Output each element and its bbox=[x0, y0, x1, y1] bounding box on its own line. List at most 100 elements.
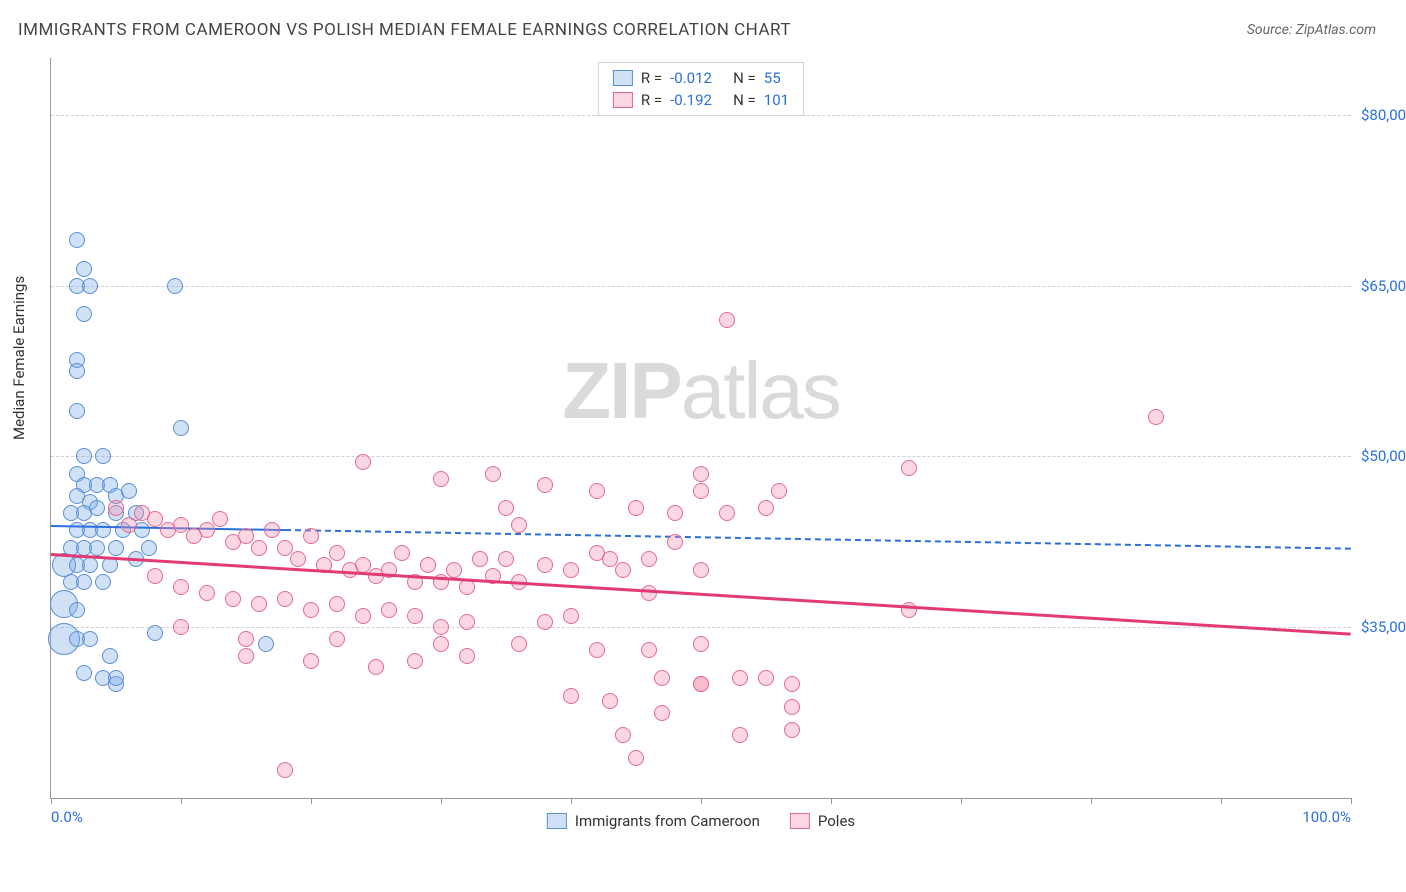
data-point-cameroon bbox=[95, 574, 111, 590]
legend-r-label: R = bbox=[641, 67, 662, 89]
data-point-poles bbox=[537, 614, 553, 630]
gridline bbox=[51, 627, 1351, 628]
data-point-poles bbox=[602, 551, 618, 567]
data-point-poles bbox=[173, 579, 189, 595]
data-point-cameroon bbox=[82, 557, 98, 573]
data-point-poles bbox=[784, 676, 800, 692]
legend-swatch-cameroon bbox=[613, 70, 633, 86]
data-point-cameroon bbox=[89, 500, 105, 516]
data-point-poles bbox=[329, 596, 345, 612]
chart-title: IMMIGRANTS FROM CAMEROON VS POLISH MEDIA… bbox=[18, 20, 791, 40]
legend-correlation-box: R =-0.012N =55R =-0.192N =101 bbox=[598, 62, 804, 116]
y-tick-label: $35,000 bbox=[1361, 618, 1406, 636]
data-point-poles bbox=[771, 483, 787, 499]
data-point-poles bbox=[589, 483, 605, 499]
data-point-poles bbox=[277, 591, 293, 607]
data-point-poles bbox=[589, 642, 605, 658]
watermark-text: ZIPatlas bbox=[562, 345, 839, 437]
data-point-poles bbox=[251, 596, 267, 612]
data-point-poles bbox=[667, 534, 683, 550]
data-point-poles bbox=[199, 585, 215, 601]
data-point-poles bbox=[485, 466, 501, 482]
data-point-poles bbox=[641, 551, 657, 567]
data-point-poles bbox=[355, 608, 371, 624]
trend-line-cameroon bbox=[285, 529, 1351, 550]
data-point-poles bbox=[251, 540, 267, 556]
data-point-poles bbox=[277, 540, 293, 556]
y-tick-label: $65,000 bbox=[1361, 277, 1406, 295]
data-point-poles bbox=[732, 670, 748, 686]
data-point-poles bbox=[420, 557, 436, 573]
legend-n-value: 101 bbox=[764, 89, 789, 111]
data-point-cameroon bbox=[102, 648, 118, 664]
data-point-cameroon bbox=[82, 278, 98, 294]
legend-r-value: -0.192 bbox=[670, 89, 725, 111]
data-point-poles bbox=[173, 619, 189, 635]
data-point-poles bbox=[901, 460, 917, 476]
data-point-poles bbox=[537, 557, 553, 573]
legend-series-item-poles: Poles bbox=[790, 812, 855, 830]
data-point-poles bbox=[303, 528, 319, 544]
data-point-poles bbox=[498, 500, 514, 516]
data-point-poles bbox=[355, 454, 371, 470]
gridline bbox=[51, 456, 1351, 457]
data-point-cameroon bbox=[76, 306, 92, 322]
x-tick bbox=[51, 798, 52, 804]
data-point-cameroon bbox=[82, 631, 98, 647]
data-point-poles bbox=[329, 545, 345, 561]
x-tick bbox=[311, 798, 312, 804]
legend-series-box: Immigrants from Cameroon Poles bbox=[547, 812, 855, 830]
data-point-poles bbox=[381, 602, 397, 618]
data-point-cameroon bbox=[69, 602, 85, 618]
legend-r-label: R = bbox=[641, 89, 662, 111]
scatter-plot-area: ZIPatlas R =-0.012N =55R =-0.192N =101 I… bbox=[50, 58, 1351, 799]
data-point-poles bbox=[433, 619, 449, 635]
x-tick bbox=[181, 798, 182, 804]
data-point-cameroon bbox=[121, 483, 137, 499]
data-point-poles bbox=[719, 505, 735, 521]
x-tick bbox=[701, 798, 702, 804]
data-point-cameroon bbox=[167, 278, 183, 294]
data-point-poles bbox=[563, 688, 579, 704]
x-tick bbox=[1221, 798, 1222, 804]
y-tick-label: $80,000 bbox=[1361, 106, 1406, 124]
data-point-poles bbox=[407, 653, 423, 669]
data-point-poles bbox=[199, 522, 215, 538]
data-point-poles bbox=[108, 500, 124, 516]
data-point-cameroon bbox=[69, 403, 85, 419]
data-point-poles bbox=[290, 551, 306, 567]
data-point-poles bbox=[641, 642, 657, 658]
data-point-poles bbox=[563, 562, 579, 578]
data-point-poles bbox=[147, 568, 163, 584]
source-attribution: Source: ZipAtlas.com bbox=[1247, 22, 1376, 38]
data-point-poles bbox=[355, 557, 371, 573]
data-point-cameroon bbox=[76, 261, 92, 277]
data-point-cameroon bbox=[258, 636, 274, 652]
data-point-poles bbox=[303, 653, 319, 669]
data-point-poles bbox=[472, 551, 488, 567]
legend-r-value: -0.012 bbox=[670, 67, 725, 89]
data-point-cameroon bbox=[69, 363, 85, 379]
data-point-poles bbox=[784, 699, 800, 715]
legend-correlation-row-poles: R =-0.192N =101 bbox=[613, 89, 789, 111]
data-point-poles bbox=[238, 528, 254, 544]
data-point-poles bbox=[537, 477, 553, 493]
data-point-poles bbox=[732, 727, 748, 743]
data-point-poles bbox=[212, 511, 228, 527]
data-point-poles bbox=[238, 648, 254, 664]
data-point-poles bbox=[433, 471, 449, 487]
data-point-cameroon bbox=[76, 574, 92, 590]
data-point-poles bbox=[628, 500, 644, 516]
x-tick-label: 0.0% bbox=[51, 808, 83, 826]
legend-series-label: Immigrants from Cameroon bbox=[575, 812, 760, 830]
data-point-poles bbox=[511, 636, 527, 652]
data-point-poles bbox=[498, 551, 514, 567]
watermark-zip: ZIP bbox=[562, 346, 680, 435]
data-point-poles bbox=[654, 705, 670, 721]
data-point-poles bbox=[329, 631, 345, 647]
data-point-poles bbox=[784, 722, 800, 738]
data-point-poles bbox=[433, 636, 449, 652]
legend-swatch-cameroon bbox=[547, 813, 567, 829]
data-point-poles bbox=[758, 500, 774, 516]
data-point-poles bbox=[303, 602, 319, 618]
